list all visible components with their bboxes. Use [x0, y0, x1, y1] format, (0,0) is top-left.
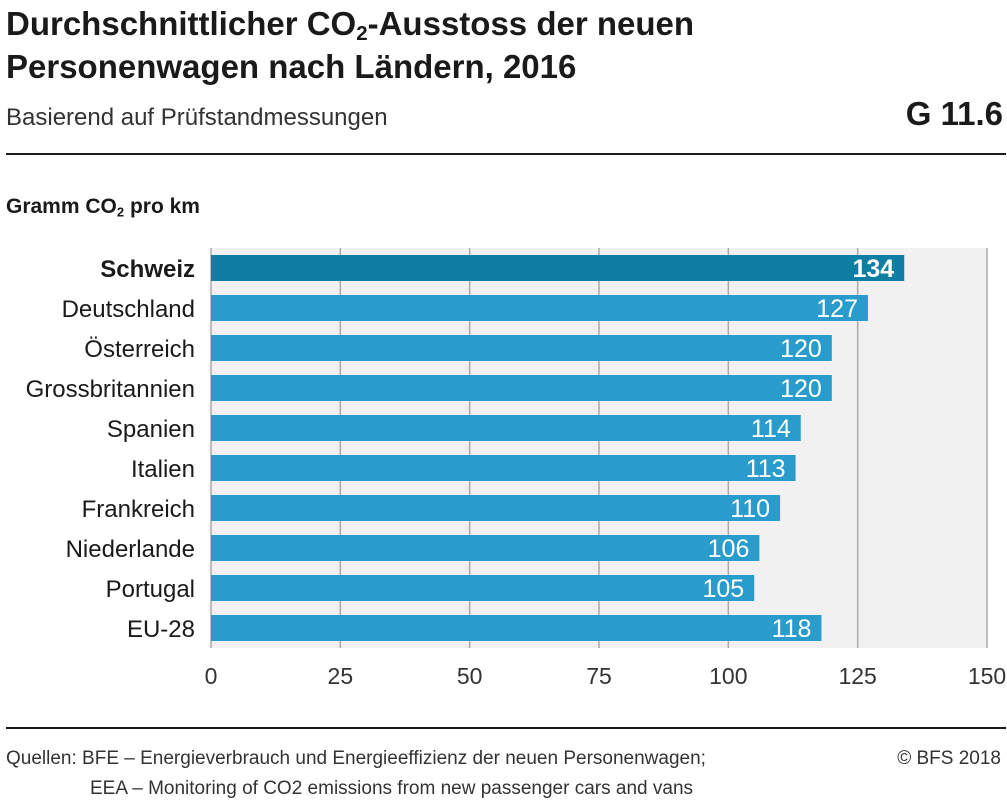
category-label: Grossbritannien — [26, 376, 195, 403]
category-label: Portugal — [106, 576, 195, 603]
category-label: Niederlande — [66, 536, 195, 563]
source-line-2: EEA – Monitoring of CO2 emissions from n… — [90, 778, 694, 799]
x-tick-label: 50 — [457, 663, 483, 689]
x-tick-label: 100 — [709, 663, 747, 689]
category-label: EU-28 — [127, 616, 195, 643]
category-label: Spanien — [107, 416, 195, 443]
bar-value-label: 120 — [780, 335, 822, 363]
category-labels: Schweiz Deutschland Österreich Grossbritann… — [26, 256, 195, 643]
bar-value-label: 127 — [816, 295, 858, 323]
x-tick-label: 150 — [968, 663, 1006, 689]
bar-value-label: 118 — [772, 615, 812, 643]
category-label: Österreich — [84, 336, 195, 363]
source-line-1: Quellen: BFE – Energieverbrauch und Ener… — [6, 748, 706, 769]
bar-value-label: 114 — [751, 415, 791, 443]
bar-value-label: 110 — [730, 495, 770, 523]
bar — [211, 335, 832, 361]
bar-value-label: 134 — [853, 255, 895, 283]
category-label: Italien — [131, 456, 195, 483]
top-divider — [6, 153, 1006, 155]
chart-code: G 11.6 — [905, 95, 1003, 132]
x-tick-label: 75 — [586, 663, 612, 689]
x-tick-labels: 0 25 50 75 100 125 150 — [205, 663, 1007, 689]
category-label: Frankreich — [82, 496, 195, 523]
chart-subtitle: Basierend auf Prüfstandmessungen — [6, 104, 388, 131]
chart-title: Durchschnittlicher CO2-Ausstoss der neue… — [6, 5, 695, 85]
bar — [211, 535, 760, 561]
bar-value-label: 105 — [702, 575, 744, 603]
bottom-divider — [6, 727, 1006, 729]
category-label: Deutschland — [62, 296, 195, 323]
x-tick-label: 0 — [205, 663, 218, 689]
copyright: © BFS 2018 — [897, 748, 1001, 769]
bar — [211, 255, 905, 281]
bar — [211, 495, 781, 521]
bar-chart: 134 127 120 120 114 113 110 106 105 118 Schweiz De… — [26, 248, 1007, 689]
bar — [211, 615, 822, 641]
sources: Quellen: BFE – Energieverbrauch und Ener… — [6, 744, 706, 804]
bar — [211, 575, 755, 601]
bar-value-label: 120 — [780, 375, 822, 403]
bar — [211, 455, 796, 481]
x-tick-label: 125 — [838, 663, 876, 689]
bar-value-label: 113 — [746, 455, 786, 483]
unit-label: Gramm CO2 pro km — [6, 195, 200, 220]
x-tick-label: 25 — [328, 663, 354, 689]
category-label: Schweiz — [100, 256, 195, 283]
bar-value-label: 106 — [708, 535, 750, 563]
bar — [211, 415, 801, 441]
bars: 134 127 120 120 114 113 110 106 105 118 — [211, 255, 905, 643]
bar — [211, 295, 869, 321]
bar — [211, 375, 832, 401]
